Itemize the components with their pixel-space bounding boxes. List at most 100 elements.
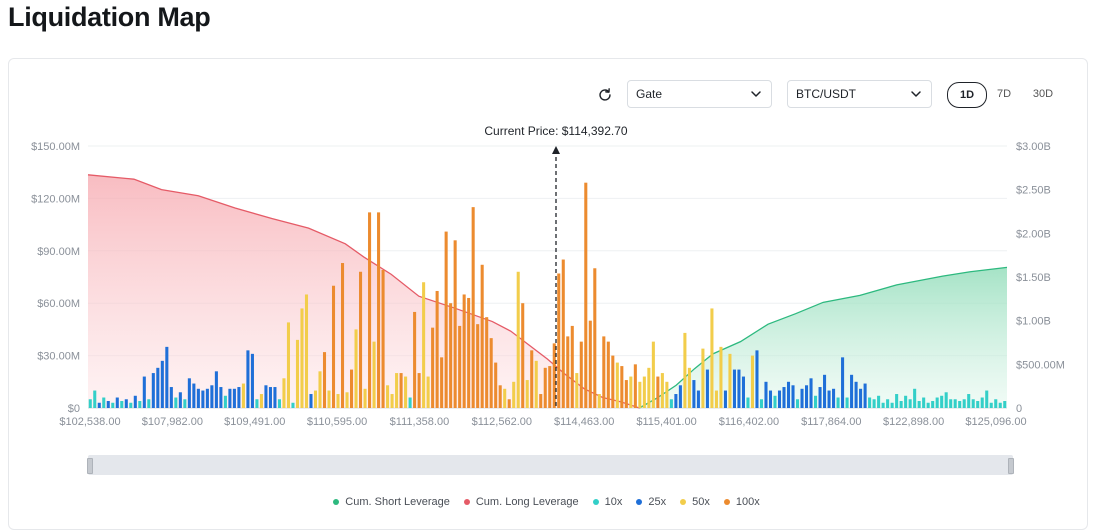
legend-cum-short[interactable]: Cum. Short Leverage bbox=[333, 496, 450, 508]
bar-100x[interactable] bbox=[521, 303, 525, 408]
bar-100x[interactable] bbox=[633, 364, 637, 408]
bar-25x[interactable] bbox=[705, 369, 709, 408]
bar-25x[interactable] bbox=[805, 385, 809, 408]
bar-10x[interactable] bbox=[120, 401, 124, 408]
bar-25x[interactable] bbox=[273, 387, 277, 408]
range-tab-30d[interactable]: 30D bbox=[1032, 88, 1054, 100]
bar-10x[interactable] bbox=[926, 402, 930, 408]
bar-10x[interactable] bbox=[989, 402, 993, 408]
legend-50x[interactable]: 50x bbox=[680, 496, 710, 508]
bar-25x[interactable] bbox=[791, 385, 795, 408]
bar-50x[interactable] bbox=[728, 353, 732, 408]
bar-100x[interactable] bbox=[498, 385, 502, 408]
legend-25x[interactable]: 25x bbox=[636, 496, 666, 508]
bar-10x[interactable] bbox=[877, 395, 881, 408]
bar-10x[interactable] bbox=[931, 401, 935, 408]
bar-50x[interactable] bbox=[525, 380, 529, 408]
bar-25x[interactable] bbox=[219, 387, 223, 408]
bar-25x[interactable] bbox=[823, 374, 827, 408]
pair-select[interactable]: BTC/USDT bbox=[787, 80, 932, 108]
bar-50x[interactable] bbox=[714, 390, 718, 408]
bar-100x[interactable] bbox=[656, 376, 660, 408]
bar-50x[interactable] bbox=[503, 388, 507, 408]
bar-50x[interactable] bbox=[719, 346, 723, 408]
bar-100x[interactable] bbox=[485, 317, 489, 408]
bar-50x[interactable] bbox=[363, 388, 367, 408]
bar-25x[interactable] bbox=[232, 388, 236, 408]
bar-25x[interactable] bbox=[782, 387, 786, 408]
bar-10x[interactable] bbox=[138, 401, 142, 408]
legend-100x[interactable]: 100x bbox=[723, 496, 760, 508]
bar-100x[interactable] bbox=[606, 341, 610, 408]
bar-25x[interactable] bbox=[196, 388, 200, 408]
bar-10x[interactable] bbox=[93, 390, 97, 408]
bar-25x[interactable] bbox=[133, 395, 137, 408]
bar-25x[interactable] bbox=[192, 383, 196, 408]
bar-25x[interactable] bbox=[863, 383, 867, 408]
bar-50x[interactable] bbox=[512, 381, 516, 408]
bar-100x[interactable] bbox=[611, 355, 615, 408]
bar-25x[interactable] bbox=[854, 381, 858, 408]
bar-25x[interactable] bbox=[151, 373, 155, 408]
bar-10x[interactable] bbox=[795, 399, 800, 408]
bar-100x[interactable] bbox=[543, 367, 547, 408]
bar-10x[interactable] bbox=[967, 394, 971, 408]
bar-10x[interactable] bbox=[746, 397, 750, 408]
bar-25x[interactable] bbox=[741, 376, 745, 408]
bar-50x[interactable] bbox=[336, 394, 340, 408]
bar-25x[interactable] bbox=[786, 381, 791, 408]
bar-50x[interactable] bbox=[710, 308, 714, 408]
bar-100x[interactable] bbox=[350, 369, 354, 408]
bar-100x[interactable] bbox=[435, 290, 439, 408]
bar-25x[interactable] bbox=[692, 380, 696, 408]
bar-10x[interactable] bbox=[917, 401, 921, 408]
bar-100x[interactable] bbox=[399, 373, 403, 408]
bar-10x[interactable] bbox=[958, 401, 962, 408]
bar-25x[interactable] bbox=[755, 350, 759, 408]
bar-10x[interactable] bbox=[949, 399, 953, 408]
bar-50x[interactable] bbox=[534, 360, 538, 408]
bar-50x[interactable] bbox=[426, 376, 430, 408]
bar-50x[interactable] bbox=[241, 383, 245, 408]
bar-50x[interactable] bbox=[665, 381, 669, 408]
bar-10x[interactable] bbox=[669, 399, 673, 408]
bar-25x[interactable] bbox=[309, 394, 313, 408]
bar-100x[interactable] bbox=[471, 207, 475, 408]
bar-25x[interactable] bbox=[160, 360, 164, 408]
bar-100x[interactable] bbox=[584, 182, 588, 408]
range-tab-7d[interactable]: 7D bbox=[996, 88, 1012, 100]
bar-100x[interactable] bbox=[566, 336, 570, 408]
bar-50x[interactable] bbox=[638, 381, 642, 408]
bar-100x[interactable] bbox=[489, 338, 493, 408]
bar-50x[interactable] bbox=[282, 378, 286, 408]
bar-25x[interactable] bbox=[246, 350, 250, 408]
bar-10x[interactable] bbox=[88, 399, 92, 408]
bar-50x[interactable] bbox=[629, 376, 633, 408]
bar-25x[interactable] bbox=[850, 374, 854, 408]
bar-100x[interactable] bbox=[322, 352, 327, 408]
bar-50x[interactable] bbox=[647, 367, 651, 408]
bar-10x[interactable] bbox=[836, 397, 840, 408]
bar-25x[interactable] bbox=[142, 376, 146, 408]
bar-25x[interactable] bbox=[832, 388, 836, 408]
bar-100x[interactable] bbox=[507, 399, 511, 408]
scroller-right-handle[interactable] bbox=[1008, 458, 1014, 474]
bar-25x[interactable] bbox=[674, 394, 678, 408]
bar-25x[interactable] bbox=[187, 378, 191, 408]
bar-10x[interactable] bbox=[971, 399, 975, 408]
bar-100x[interactable] bbox=[462, 294, 466, 408]
bar-50x[interactable] bbox=[575, 373, 579, 408]
bar-10x[interactable] bbox=[980, 397, 984, 408]
bar-10x[interactable] bbox=[985, 390, 989, 408]
bar-25x[interactable] bbox=[777, 390, 782, 408]
bar-50x[interactable] bbox=[345, 392, 349, 408]
bar-100x[interactable] bbox=[453, 240, 457, 408]
bar-50x[interactable] bbox=[404, 376, 408, 408]
bar-100x[interactable] bbox=[444, 231, 448, 408]
bar-10x[interactable] bbox=[953, 399, 957, 408]
bar-100x[interactable] bbox=[368, 212, 372, 408]
refresh-icon[interactable] bbox=[596, 86, 614, 104]
bar-10x[interactable] bbox=[872, 399, 876, 408]
bar-100x[interactable] bbox=[561, 259, 565, 408]
bar-10x[interactable] bbox=[913, 388, 917, 408]
